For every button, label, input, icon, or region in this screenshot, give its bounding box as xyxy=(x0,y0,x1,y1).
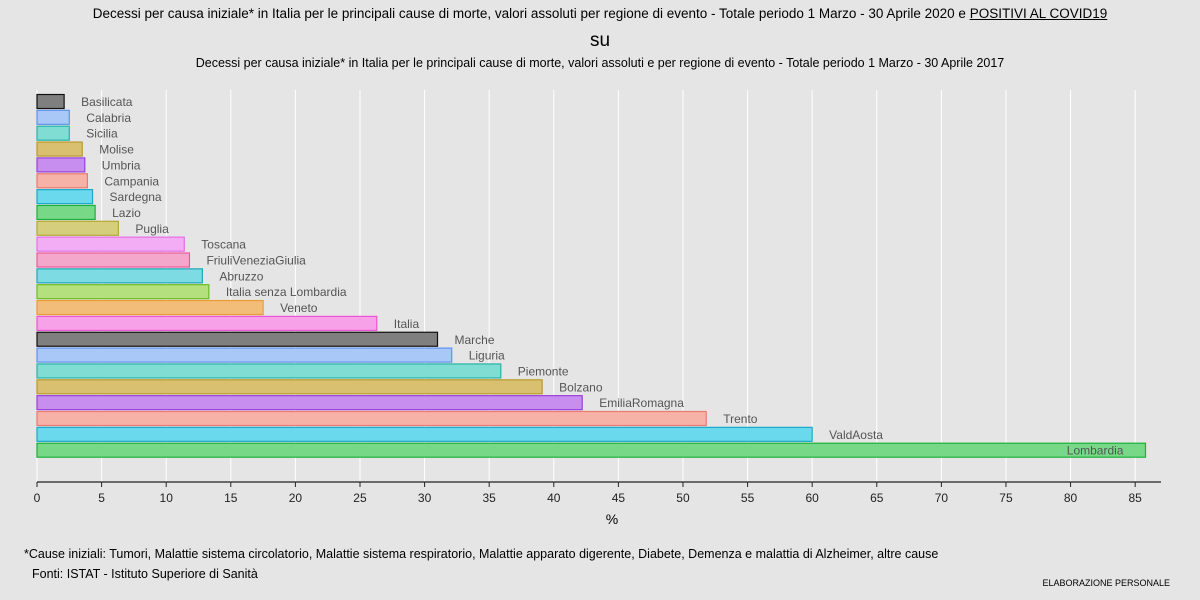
bar-label: Italia senza Lombardia xyxy=(226,285,347,299)
x-tick-label: 15 xyxy=(224,491,238,505)
x-tick-label: 10 xyxy=(160,491,174,505)
x-tick-label: 25 xyxy=(353,491,367,505)
bar xyxy=(36,315,378,331)
bar xyxy=(36,220,119,236)
bar-label: Campania xyxy=(104,174,159,188)
x-tick-label: 30 xyxy=(418,491,432,505)
bar xyxy=(36,157,86,173)
x-tick-label: 80 xyxy=(1064,491,1078,505)
x-axis-title: % xyxy=(606,511,618,527)
chart-title: Decessi per causa iniziale* in Italia pe… xyxy=(0,6,1200,21)
bar xyxy=(36,331,439,347)
bar-label: Basilicata xyxy=(81,95,133,109)
chart-title-highlight: POSITIVI AL COVID19 xyxy=(969,6,1108,21)
bar-label: Abruzzo xyxy=(219,269,263,283)
x-tick-label: 60 xyxy=(805,491,819,505)
x-tick-label: 45 xyxy=(612,491,626,505)
bar xyxy=(36,442,1147,458)
bar xyxy=(36,426,813,442)
bar xyxy=(36,189,94,205)
bar-label: Veneto xyxy=(280,301,318,315)
bar xyxy=(36,252,191,268)
x-tick-label: 40 xyxy=(547,491,561,505)
bar-label: Umbria xyxy=(102,158,141,172)
bar-label: Liguria xyxy=(469,349,505,363)
bar xyxy=(36,347,453,363)
bar-label: Sicilia xyxy=(86,127,118,141)
bar xyxy=(36,109,70,125)
bar xyxy=(36,379,543,395)
bar-label: EmiliaRomagna xyxy=(599,396,684,410)
x-tick-label: 0 xyxy=(34,491,41,505)
x-tick-label: 85 xyxy=(1128,491,1142,505)
bar xyxy=(36,410,707,427)
bar xyxy=(36,284,210,300)
bar-label: Sardegna xyxy=(110,190,162,204)
bar-label: Marche xyxy=(455,333,495,347)
x-tick-label: 70 xyxy=(935,491,949,505)
bar-label: Puglia xyxy=(135,222,169,236)
bar xyxy=(36,204,96,221)
bar-label: Molise xyxy=(99,143,134,157)
x-tick-label: 55 xyxy=(741,491,755,505)
x-tick-label: 5 xyxy=(98,491,105,505)
bar-label: FriuliVeneziaGiulia xyxy=(206,254,306,268)
chart-title-connector: su xyxy=(589,30,611,51)
credit-note: ELABORAZIONE PERSONALE xyxy=(1042,578,1170,588)
bar-label: Bolzano xyxy=(559,380,603,394)
bar-label: Lombardia xyxy=(1067,444,1124,458)
bar-label: Italia xyxy=(394,317,420,331)
x-tick-label: 65 xyxy=(870,491,884,505)
x-tick-label: 50 xyxy=(676,491,690,505)
bar-label: Lazio xyxy=(112,206,141,220)
bar xyxy=(36,363,502,379)
x-tick-label: 35 xyxy=(483,491,497,505)
chart-title-main: Decessi per causa iniziale* in Italia pe… xyxy=(92,6,970,21)
bar xyxy=(36,125,70,141)
bar-label: ValdAosta xyxy=(829,428,883,442)
bar xyxy=(36,268,203,284)
source-note: Fonti: ISTAT - Istituto Superiore di San… xyxy=(32,567,258,581)
bar xyxy=(36,299,264,316)
chart-subtitle: Decessi per causa iniziale* in Italia pe… xyxy=(195,56,1005,70)
bar xyxy=(36,173,88,189)
footnote: *Cause iniziali: Tumori, Malattie sistem… xyxy=(24,547,939,561)
x-tick-label: 75 xyxy=(999,491,1013,505)
bar-label: Trento xyxy=(723,412,758,426)
bar-label: Toscana xyxy=(201,238,246,252)
bar xyxy=(36,395,583,411)
bar-label: Calabria xyxy=(86,111,131,125)
bar xyxy=(36,141,83,157)
bar xyxy=(36,236,185,252)
x-tick-label: 20 xyxy=(289,491,303,505)
bar xyxy=(36,93,65,110)
bar-label: Piemonte xyxy=(518,364,569,378)
